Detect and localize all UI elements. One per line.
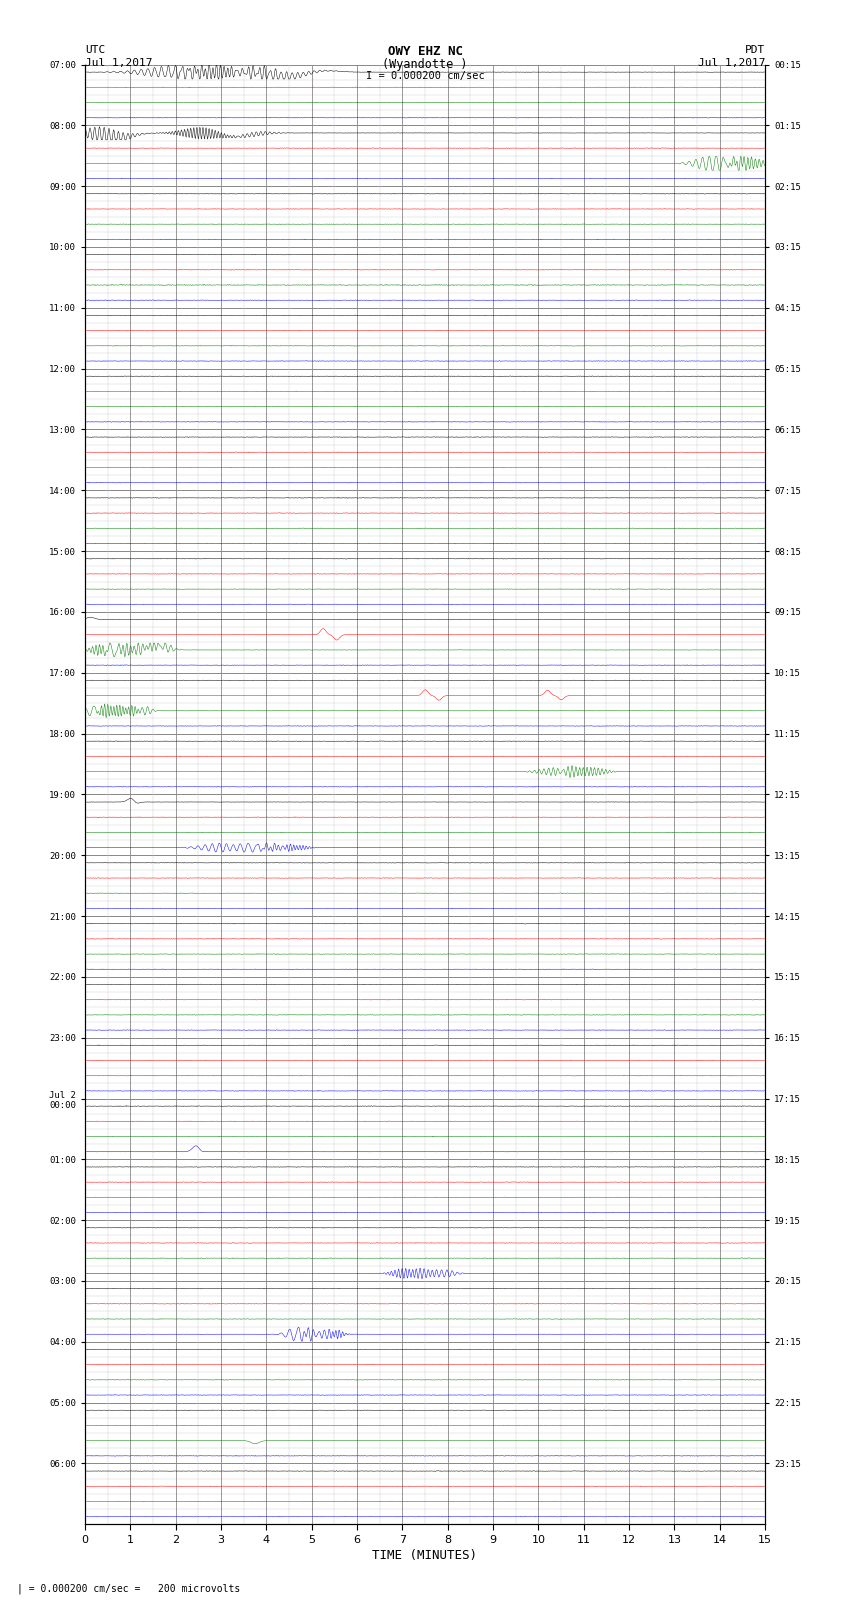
Text: Jul 1,2017: Jul 1,2017 [85,58,152,68]
Text: I = 0.000200 cm/sec: I = 0.000200 cm/sec [366,71,484,81]
Text: (Wyandotte ): (Wyandotte ) [382,58,468,71]
Text: PDT: PDT [745,45,765,55]
Text: | = 0.000200 cm/sec =   200 microvolts: | = 0.000200 cm/sec = 200 microvolts [17,1582,241,1594]
X-axis label: TIME (MINUTES): TIME (MINUTES) [372,1548,478,1561]
Text: UTC: UTC [85,45,105,55]
Text: Jul 1,2017: Jul 1,2017 [698,58,765,68]
Text: OWY EHZ NC: OWY EHZ NC [388,45,462,58]
